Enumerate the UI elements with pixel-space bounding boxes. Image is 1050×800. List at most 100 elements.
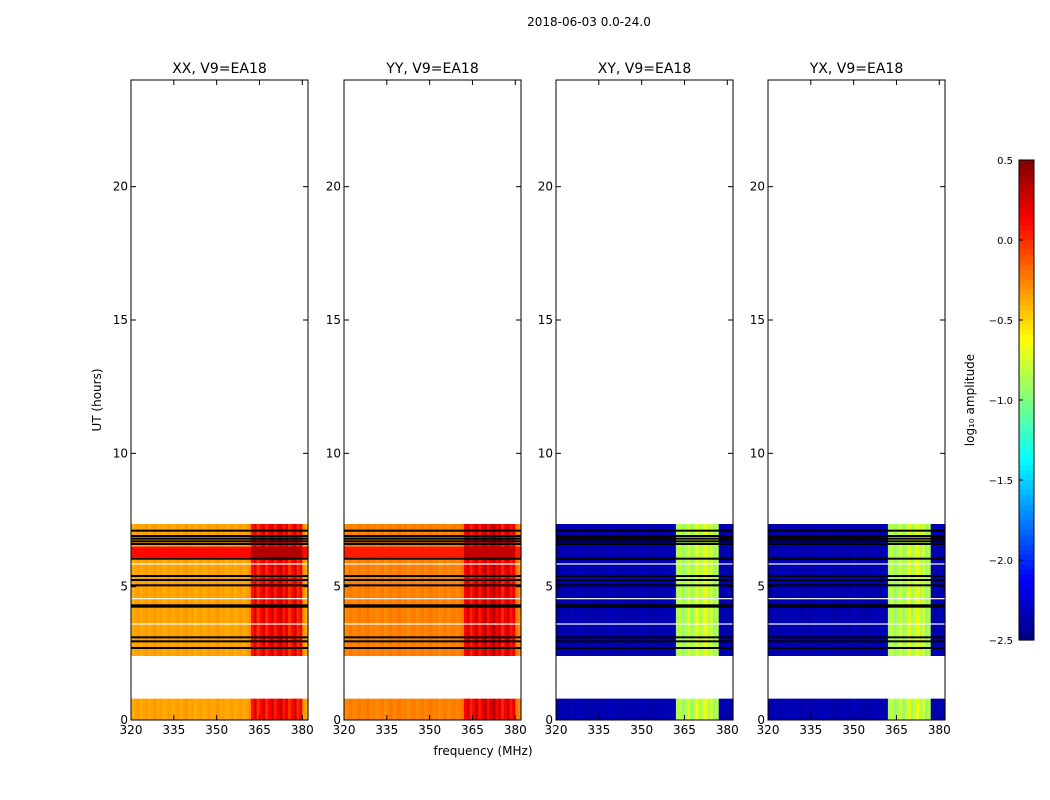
heatmap-cell [779, 698, 783, 720]
heatmap-cell [355, 546, 359, 558]
heatmap-cell [276, 546, 281, 558]
heatmap-cell [887, 524, 892, 656]
heatmap-cell [873, 524, 878, 656]
heatmap-cell [910, 524, 915, 656]
heatmap-cell [228, 524, 232, 656]
heatmap-cell [372, 524, 377, 656]
heatmap-cell [867, 524, 872, 656]
heatmap-cell [426, 546, 431, 558]
heatmap-cell [721, 698, 726, 720]
heatmap-cell [489, 698, 494, 720]
heatmap-cell [930, 524, 935, 656]
heatmap-cell [655, 524, 660, 656]
panel-4: YX, V9=EA18 320 335 350 365 380 0 5 10 15 20 [750, 61, 951, 737]
flagged-row [344, 537, 521, 540]
heatmap-cell [647, 698, 651, 720]
heatmap-cell [802, 698, 806, 720]
colorbar-segment [1019, 220, 1034, 226]
flagged-row [344, 604, 521, 607]
flagged-row [556, 647, 733, 649]
heatmap-cell [363, 698, 368, 720]
heatmap-cell [518, 698, 522, 720]
colorbar-segment [1019, 490, 1034, 496]
heatmap-cell [233, 546, 238, 558]
heatmap-cell [250, 698, 255, 720]
x-tick-label: 320 [757, 723, 780, 737]
heatmap-cell [701, 524, 706, 656]
heatmap-cell [443, 524, 448, 656]
heatmap-cell [475, 524, 479, 656]
heatmap-cell [302, 546, 306, 558]
heatmap-cell [558, 698, 563, 720]
heatmap-cell [213, 524, 218, 656]
heatmap-cell [222, 524, 226, 656]
heatmap-cell [836, 698, 840, 720]
y-tick-label: 5 [545, 580, 553, 594]
heatmap-cell [165, 524, 169, 656]
colorbar-segment [1019, 630, 1034, 636]
heatmap-cell [165, 698, 169, 720]
colorbar-segment [1019, 455, 1034, 461]
heatmap-cell [185, 546, 189, 558]
flagged-row [344, 640, 521, 643]
heatmap-cell [670, 524, 674, 656]
heatmap-cell [236, 524, 241, 656]
heatmap-cell [409, 698, 414, 720]
heatmap-cell [299, 524, 303, 656]
heatmap-cell [590, 524, 594, 656]
flagged-row [556, 535, 733, 537]
heatmap-cell [401, 698, 405, 720]
heatmap-cell [856, 698, 860, 720]
heatmap-cell [673, 524, 677, 656]
heatmap-cell [302, 698, 306, 720]
heatmap-cell [190, 546, 195, 558]
heatmap-cell [245, 524, 249, 656]
heatmap-cell [486, 546, 491, 558]
heatmap-cell [590, 698, 594, 720]
heatmap-cell [344, 698, 348, 720]
flagged-row [344, 636, 521, 639]
heatmap-cell [363, 524, 368, 656]
colorbar-segment [1019, 450, 1034, 456]
colorbar-tick-label: 0.0 [997, 236, 1013, 247]
flagged-row [768, 575, 945, 577]
colorbar-segment [1019, 340, 1034, 346]
colorbar-segment [1019, 210, 1034, 216]
heatmap-cell [193, 698, 198, 720]
heatmap-cell [695, 524, 700, 656]
gap-row [556, 598, 733, 600]
colorbar-segment [1019, 245, 1034, 251]
heatmap-cell [176, 524, 181, 656]
flagged-row [556, 605, 733, 608]
heatmap-cell [919, 698, 923, 720]
heatmap-cell [882, 524, 886, 656]
heatmap-cell [635, 698, 640, 720]
colorbar-segment [1019, 265, 1034, 271]
heatmap-cell [598, 524, 603, 656]
heatmap-cell [395, 524, 399, 656]
heatmap-cell [492, 698, 496, 720]
heatmap-cell [638, 698, 643, 720]
heatmap-cell [463, 524, 468, 656]
heatmap-cell [205, 524, 209, 656]
y-tick-label: 15 [750, 313, 765, 327]
heatmap-cell [250, 546, 255, 558]
heatmap-cell [466, 524, 471, 656]
heatmap-cell [159, 546, 164, 558]
heatmap-cell [475, 698, 479, 720]
colorbar-segment [1019, 625, 1034, 631]
heatmap-cell [182, 698, 186, 720]
heatmap-cell [862, 698, 866, 720]
heatmap-cell [265, 698, 269, 720]
heatmap-cell [225, 524, 229, 656]
heatmap-cell [182, 524, 186, 656]
heatmap-cell [438, 546, 442, 558]
heatmap-cell [228, 546, 232, 558]
colorbar-segment [1019, 470, 1034, 476]
heatmap-cell [867, 698, 872, 720]
heatmap-cell [372, 698, 377, 720]
heatmap-cell [727, 698, 731, 720]
flagged-row [768, 604, 945, 607]
heatmap-cell [501, 546, 505, 558]
gap-row [131, 598, 308, 600]
